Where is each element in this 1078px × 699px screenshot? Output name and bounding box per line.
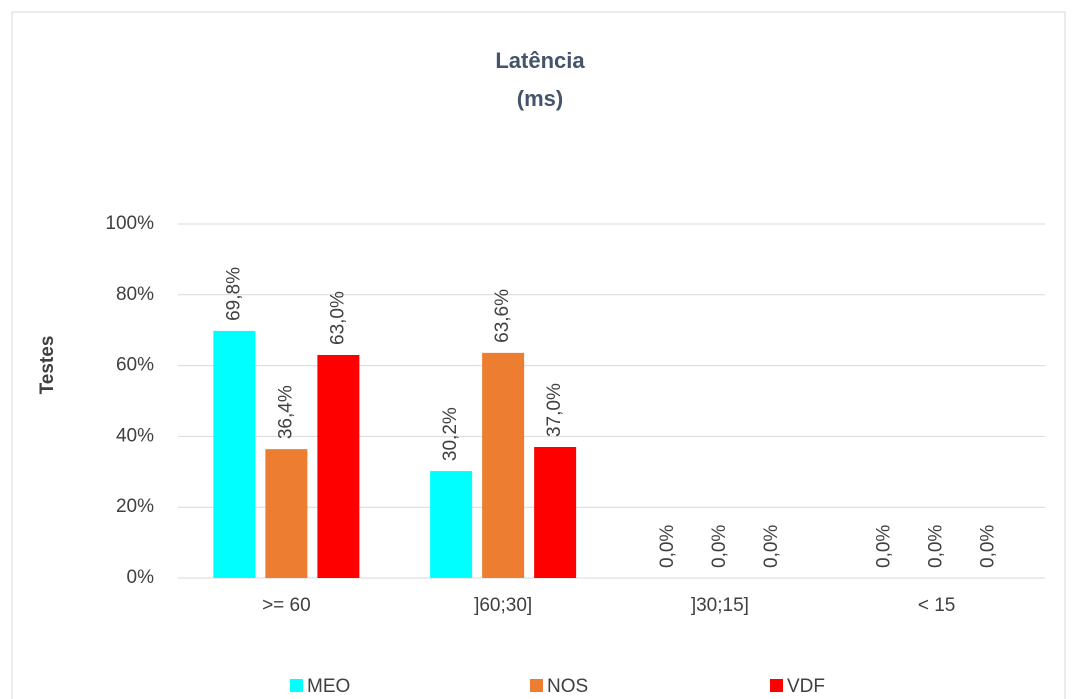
bar xyxy=(317,354,360,578)
data-label: 0,0% xyxy=(657,525,678,568)
data-label: 0,0% xyxy=(761,525,782,568)
x-tick-label: < 15 xyxy=(918,595,956,616)
legend-label: MEO xyxy=(307,676,350,697)
data-label: 36,4% xyxy=(275,385,296,439)
data-label: 63,6% xyxy=(492,289,513,343)
legend-swatch xyxy=(770,679,783,692)
data-label: 0,0% xyxy=(709,525,730,568)
data-label: 0,0% xyxy=(874,525,895,568)
legend-swatch xyxy=(290,679,303,692)
y-tick-label: 60% xyxy=(116,355,154,376)
x-tick-label: >= 60 xyxy=(262,595,311,616)
legend-swatch xyxy=(530,679,543,692)
x-tick-label: ]60;30] xyxy=(474,595,532,616)
data-label: 0,0% xyxy=(978,525,999,568)
data-label: 63,0% xyxy=(327,291,348,345)
chart-frame xyxy=(11,11,1066,699)
x-tick-label: ]30;15] xyxy=(691,595,749,616)
data-label: 0,0% xyxy=(926,525,947,568)
y-axis-label: Testes xyxy=(37,336,58,395)
data-label: 69,8% xyxy=(223,267,244,321)
y-tick-label: 100% xyxy=(105,213,154,234)
y-tick-label: 80% xyxy=(116,284,154,305)
bar xyxy=(265,449,308,578)
y-tick-label: 40% xyxy=(116,425,154,446)
legend-label: VDF xyxy=(787,676,825,697)
chart-title: Latência xyxy=(495,48,585,73)
bar xyxy=(482,352,525,578)
data-label: 37,0% xyxy=(544,383,565,437)
y-tick-label: 0% xyxy=(127,567,155,588)
bar xyxy=(430,471,473,578)
chart-subtitle: (ms) xyxy=(517,86,563,111)
legend-label: NOS xyxy=(547,676,588,697)
y-tick-label: 20% xyxy=(116,496,154,517)
bar xyxy=(213,330,256,578)
bar xyxy=(534,447,577,578)
data-label: 30,2% xyxy=(440,407,461,461)
